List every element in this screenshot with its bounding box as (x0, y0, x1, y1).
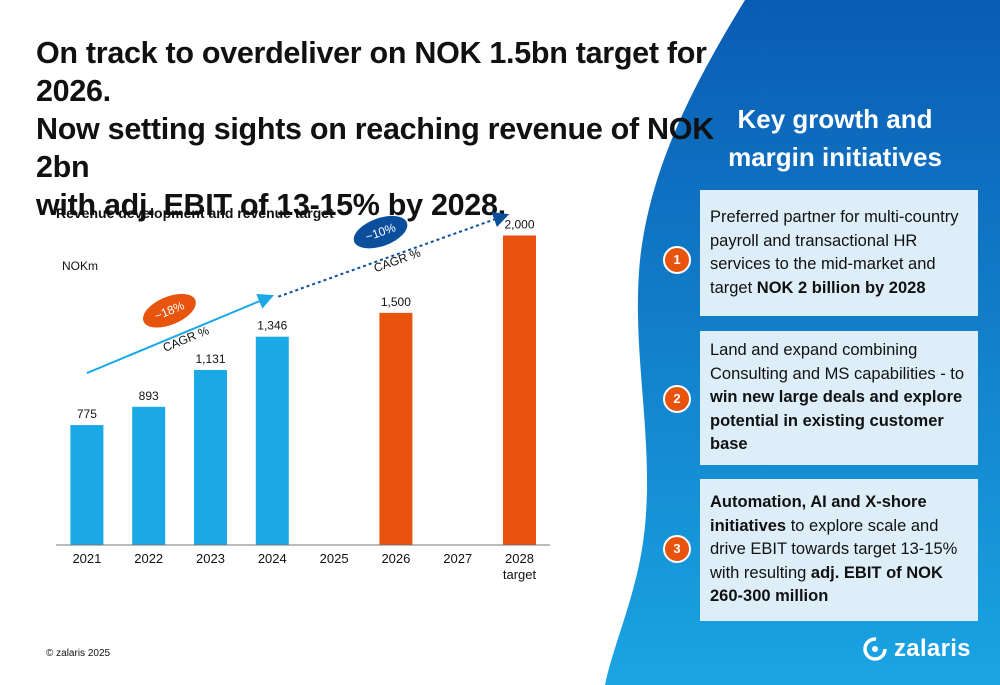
x-tick-label-2023: 2023 (196, 551, 225, 566)
bar-2026 (379, 312, 413, 545)
x-tick-sublabel-2028: target (503, 567, 537, 582)
revenue-bar-chart: 775 2021 893 2022 1,131 2023 1,346 2024 2025 1,50… (56, 211, 550, 582)
value-label-2028: 2,000 (504, 217, 534, 231)
initiative-1-bold: NOK 2 billion by 2028 (756, 278, 926, 297)
panel-title-line-1: Key growth and (737, 104, 933, 134)
cagr-badge-1: ~18% (143, 293, 196, 328)
x-tick-label-2026: 2026 (381, 551, 410, 566)
cagr-label-2: CAGR % (372, 245, 423, 275)
headline-line-3: with adj. EBIT of 13-15% by 2028. (36, 188, 506, 222)
x-tick-label-2027: 2027 (443, 551, 472, 566)
initiative-card-2: Land and expand combining Consulting and… (700, 331, 978, 465)
panel-title: Key growth and margin initiatives (700, 100, 970, 176)
initiative-2-text: Land and expand combining Consulting and… (710, 341, 965, 383)
cagr-arrow-1 (86, 293, 274, 374)
initiative-3-badge: 3 (663, 535, 691, 563)
initiative-1-badge: 1 (663, 246, 691, 274)
cagr-label-text-2: CAGR % (372, 245, 423, 275)
cagr-arrow-2 (277, 211, 510, 298)
zalaris-logo-icon (863, 637, 887, 661)
logo-text: zalaris (894, 635, 971, 662)
x-tick-label-2025: 2025 (320, 551, 349, 566)
x-tick-label-2028: 2028 (505, 551, 534, 566)
initiative-2-badge: 2 (663, 385, 691, 413)
value-label-2023: 1,131 (195, 352, 225, 366)
cagr-badge-2: ~10% (353, 215, 408, 249)
cagr-badge-shape-2 (353, 215, 408, 249)
chart-title: Revenue development and revenue target (56, 205, 334, 221)
headline: On track to overdeliver on NOK 1.5bn tar… (36, 34, 756, 224)
x-tick-label-2021: 2021 (72, 551, 101, 566)
zalaris-logo: zalaris (862, 632, 971, 666)
cagr-label-1: CAGR % (161, 323, 212, 355)
headline-line-2: Now setting sights on reaching revenue o… (36, 112, 714, 184)
bar-2024 (255, 336, 289, 545)
initiative-card-1: Preferred partner for multi-country payr… (700, 190, 978, 316)
copyright: © zalaris 2025 (46, 648, 111, 659)
initiative-3-text: to explore scale and drive EBIT towards … (710, 516, 958, 582)
initiative-2-bold: win new large deals and explore potentia… (710, 388, 963, 454)
value-label-2021: 775 (77, 407, 97, 421)
bar-2021 (70, 425, 104, 545)
initiative-1-text: Preferred partner for multi-country payr… (710, 208, 959, 297)
headline-line-1: On track to overdeliver on NOK 1.5bn tar… (36, 36, 707, 108)
x-tick-label-2024: 2024 (258, 551, 287, 566)
chart-unit-label: NOKm (62, 259, 98, 273)
x-tick-label-2022: 2022 (134, 551, 163, 566)
initiative-card-3: Automation, AI and X-shore initiatives t… (700, 479, 978, 621)
panel-title-line-2: margin initiatives (728, 142, 942, 172)
bar-2023 (194, 369, 227, 545)
value-label-2024: 1,346 (257, 319, 287, 333)
cagr-label-text-1: CAGR % (161, 323, 212, 355)
cagr-badge-shape-1 (143, 293, 196, 328)
value-label-2026: 1,500 (381, 295, 411, 309)
bar-2028 (503, 235, 536, 545)
initiative-3-bold: Automation, AI and X-shore initiatives (710, 493, 927, 535)
bar-2022 (132, 406, 166, 545)
initiative-3-bold-2: adj. EBIT of NOK 260-300 million (710, 563, 943, 606)
value-label-2022: 893 (139, 389, 159, 403)
